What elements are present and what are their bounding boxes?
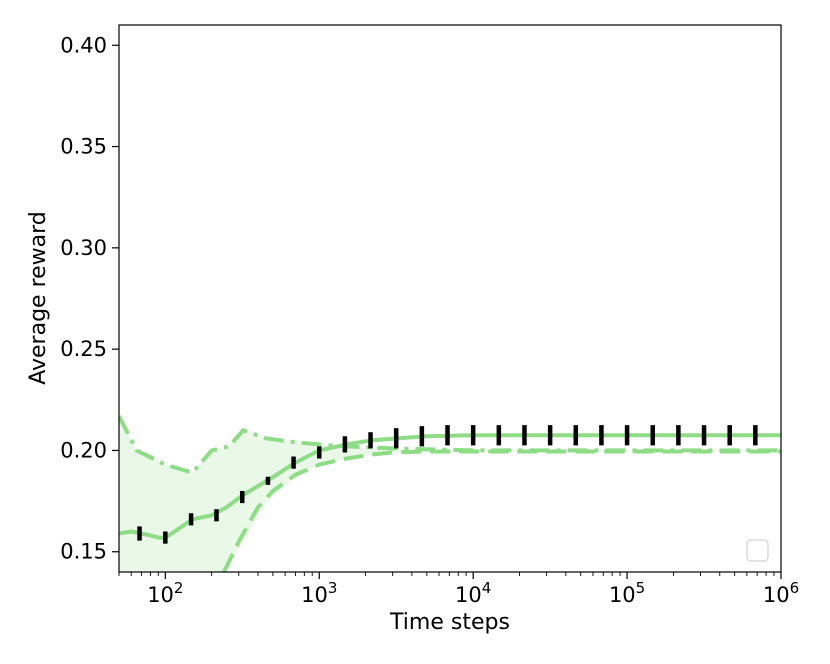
y-tick-label: 0.25 [60, 337, 107, 361]
y-tick-label: 0.35 [60, 135, 107, 159]
x-tick-label: 105 [609, 579, 645, 607]
x-tick-label: 102 [147, 579, 183, 607]
x-axis-label: Time steps [389, 610, 510, 635]
x-tick-label: 106 [763, 579, 799, 607]
y-tick-label: 0.20 [60, 438, 107, 462]
x-tick-label: 103 [301, 579, 337, 607]
legend-box [746, 539, 769, 562]
y-tick-label: 0.40 [60, 33, 107, 57]
plot-frame [118, 24, 782, 573]
series-line-dashed [222, 449, 781, 572]
confidence-band [119, 416, 781, 572]
y-axis-label: Average reward [26, 211, 51, 385]
y-tick-label: 0.30 [60, 236, 107, 260]
axes: 102 103 104 105 106 0.15 0.20 0.25 0.30 0.35 0.40 [60, 33, 799, 607]
plot-area [119, 415, 781, 572]
x-tick-label: 104 [455, 579, 491, 607]
y-tick-label: 0.15 [60, 540, 107, 564]
